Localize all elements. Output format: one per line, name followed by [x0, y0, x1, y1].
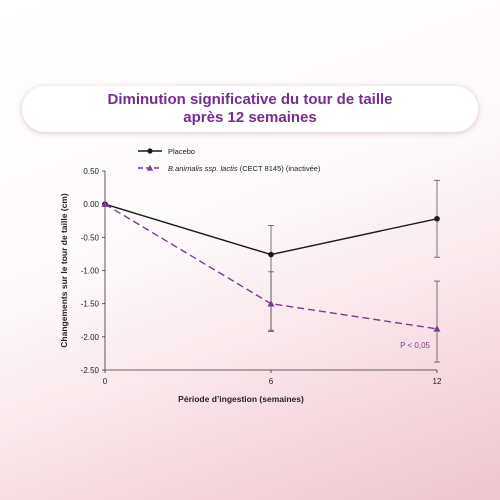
significance-annotation: P < 0,05 — [400, 341, 430, 350]
y-axis-title: Changements sur le tour de taille (cm) — [59, 193, 69, 348]
x-tick-label: 0 — [103, 377, 108, 386]
legend-label: B.animalis ssp. lactis (CECT 8145) (inac… — [168, 164, 321, 173]
y-tick-label: -2.50 — [81, 366, 100, 375]
legend-label-italic-part: B.animalis ssp. lactis — [168, 164, 238, 173]
x-axis-title: Période d’ingestion (semaines) — [178, 394, 304, 404]
legend-label-text: (CECT 8145) (inactivée) — [238, 164, 321, 173]
chart-title-line-2: après 12 semaines — [183, 109, 317, 126]
x-tick-label: 6 — [269, 377, 274, 386]
data-point — [433, 325, 441, 332]
y-tick-label: -1.50 — [81, 300, 100, 309]
y-tick-label: 0.00 — [83, 200, 99, 209]
chart-title-banner: Diminution significative du tour de tail… — [22, 86, 478, 132]
y-tick-label: -0.50 — [81, 233, 100, 242]
y-tick-label: -2.00 — [81, 333, 100, 342]
data-point — [268, 251, 274, 258]
legend-marker — [147, 148, 153, 154]
y-tick-label: -1.00 — [81, 267, 100, 276]
y-tick-label: 0.50 — [83, 167, 99, 176]
x-tick-label: 12 — [433, 377, 442, 386]
data-point — [101, 200, 109, 207]
legend-label-text: Placebo — [168, 147, 195, 156]
legend-label: Placebo — [168, 147, 195, 156]
data-point — [267, 300, 275, 307]
chart-title-line-1: Diminution significative du tour de tail… — [107, 91, 393, 108]
legend-marker — [146, 164, 154, 171]
data-point — [434, 215, 440, 222]
